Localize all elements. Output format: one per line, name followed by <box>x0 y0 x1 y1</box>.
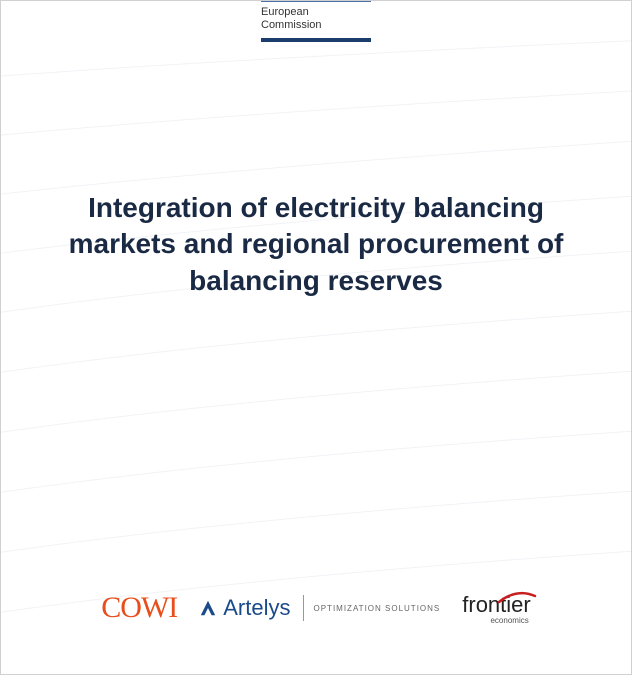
logo-artelys: Artelys OPTIMIZATION SOLUTIONS <box>199 595 440 621</box>
artelys-name: Artelys <box>223 595 290 621</box>
ec-header-block: European Commission <box>261 0 371 42</box>
background-line-pattern <box>0 0 632 675</box>
report-title-block: Integration of electricity balancing mar… <box>0 190 632 299</box>
artelys-tagline: OPTIMIZATION SOLUTIONS <box>314 604 441 613</box>
ec-line1: European <box>261 6 309 18</box>
partner-logos-row: COWI Artelys OPTIMIZATION SOLUTIONS fron… <box>0 591 632 625</box>
page-border <box>0 0 632 675</box>
report-cover-page: European Commission Integration of elect… <box>0 0 632 675</box>
logo-cowi: COWI <box>101 591 177 625</box>
frontier-swoosh-icon <box>497 586 537 606</box>
report-title: Integration of electricity balancing mar… <box>60 190 572 299</box>
ec-line2: Commission <box>261 19 322 31</box>
logo-frontier: frontier economics <box>462 592 530 625</box>
ec-rule-top <box>261 0 371 2</box>
ec-rule-bottom <box>261 38 371 42</box>
artelys-divider <box>303 595 304 621</box>
artelys-mark-icon <box>199 599 217 617</box>
frontier-name: frontier <box>462 592 530 618</box>
ec-org-name: European Commission <box>261 4 371 38</box>
